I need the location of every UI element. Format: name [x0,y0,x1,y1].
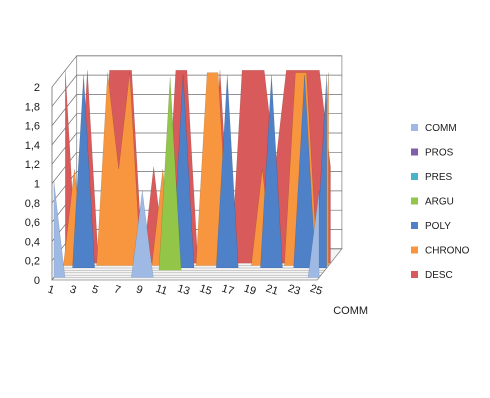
y-tick-label: 2 [34,82,40,94]
legend-label: PROS [425,148,454,159]
x-tick-label: 19 [242,283,257,298]
x-tick-label: 13 [176,283,191,298]
legend-swatch [411,197,418,205]
chart-axis-layer: 00,20,40,60,811,21,41,61,821 3 5 7 9 11 13 15 17… [25,82,368,317]
legend-label: COMM [425,123,457,134]
y-tick-label: 1 [34,179,40,191]
legend-swatch [411,173,418,180]
legend-label: CHRONO [425,246,470,257]
legend-swatch [411,271,418,278]
y-tick-label: 1,4 [25,140,40,152]
x-tick-label: 5 [90,283,100,296]
x-tick-label: 7 [112,283,122,296]
x-tick-label: 21 [264,283,279,298]
area-series-poly [61,74,327,269]
y-tick-label: 0 [34,275,40,287]
y-tick-label: 0,2 [25,256,40,268]
y-tick-label: 1,8 [25,101,40,113]
legend-label: ARGU [425,197,454,208]
x-tick-label: 1 [46,283,56,296]
x-tick-label: 25 [308,283,323,298]
x-tick-label: 23 [286,283,301,298]
legend-swatch [411,222,418,229]
area-series-comm [53,181,320,278]
y-tick-label: 1,6 [25,121,40,133]
x-tick-label: 15 [198,283,213,298]
legend-label: POLY [425,221,451,232]
x-tick-label: 9 [135,283,145,296]
y-tick-label: 0,8 [25,198,40,210]
area-series-chrono [63,72,329,266]
legend-swatch [411,148,418,156]
area-series-argu [59,77,325,271]
legend-label: DESC [425,270,453,281]
y-tick-label: 0,4 [25,236,40,248]
x-tick-label: 3 [68,283,78,296]
chart-series-layer [53,69,331,278]
legend-swatch [411,124,418,131]
x-tick-label: 17 [220,283,235,298]
legend-swatch [411,246,418,254]
x-tick-label: 11 [154,283,169,298]
y-tick-label: 1,2 [25,159,40,171]
y-tick-label: 0,6 [25,217,40,229]
legend-label: PRES [425,172,453,183]
gridline [51,55,342,88]
depth-axis-label: COMM [333,305,368,317]
chart-legend: COMM PROS PRES ARGU POLY CHRONO DESC [411,123,470,281]
